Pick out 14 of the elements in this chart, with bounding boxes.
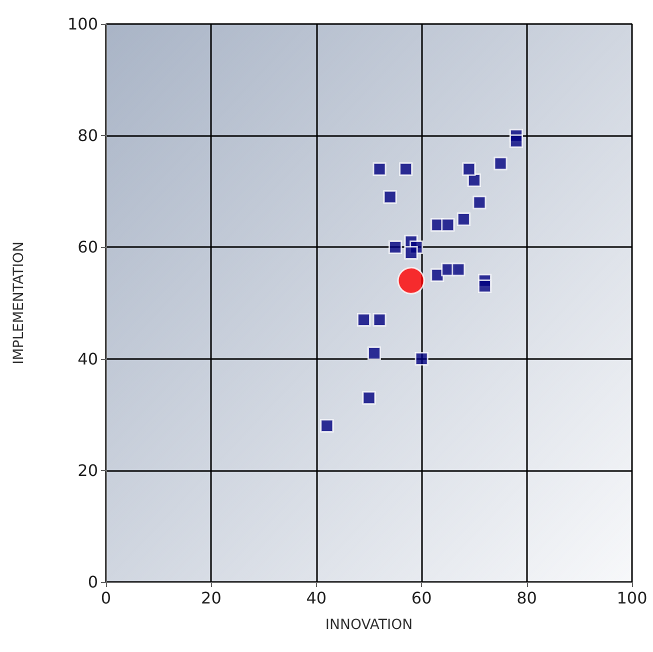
x-axis-title: INNOVATION (325, 617, 413, 633)
y-tick-label: 0 (88, 572, 98, 592)
x-tick-label: 100 (616, 588, 648, 608)
x-tick-label: 60 (411, 588, 432, 608)
x-tick-label: 0 (100, 588, 112, 608)
x-tick-label: 80 (516, 588, 537, 608)
y-tick-label: 20 (78, 460, 98, 480)
x-tick-label: 20 (201, 588, 222, 608)
y-tick-label: 100 (67, 14, 98, 34)
y-tick-label: 80 (78, 126, 98, 146)
x-tick-label: 40 (306, 588, 327, 608)
y-axis-title: IMPLEMENTATION (11, 242, 27, 364)
y-tick-label: 60 (78, 238, 98, 257)
y-tick-label: 40 (78, 349, 98, 368)
